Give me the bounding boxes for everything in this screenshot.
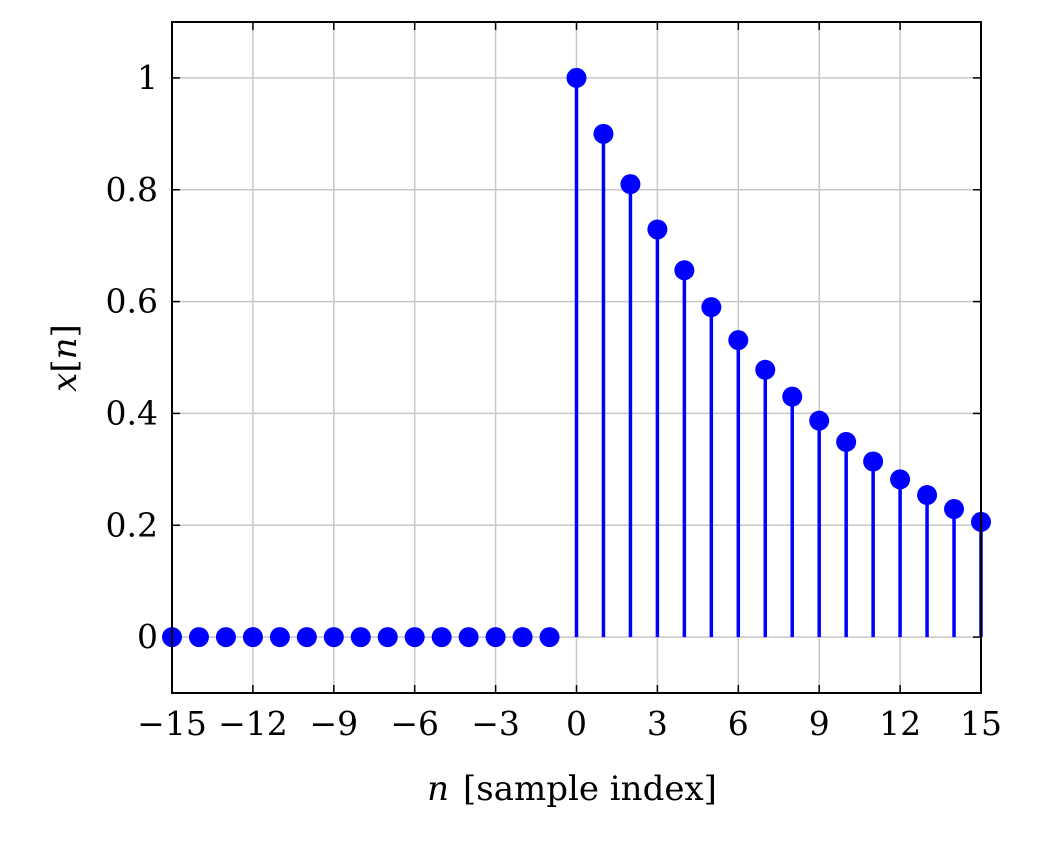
plot-frame <box>171 21 982 694</box>
x-tick-label: −15 <box>137 704 207 743</box>
stem-marker <box>269 627 290 648</box>
stem-marker <box>593 123 614 144</box>
stem-marker <box>188 627 209 648</box>
stem-marker <box>782 386 803 407</box>
stem-marker <box>458 627 479 648</box>
x-tick-label: 12 <box>879 704 921 743</box>
y-tick-label: 1 <box>137 58 158 97</box>
x-tick-label: −12 <box>218 704 288 743</box>
x-axis-label: n [sample index] <box>427 769 717 809</box>
stem-marker <box>674 260 695 281</box>
stem-marker <box>215 627 236 648</box>
x-tick-label: 0 <box>566 704 587 743</box>
x-tick-label: −3 <box>471 704 520 743</box>
x-tick-label: 3 <box>647 704 668 743</box>
x-tick-label: 15 <box>960 704 1002 743</box>
stem-series <box>162 67 991 648</box>
x-tick-label: 9 <box>809 704 830 743</box>
y-axis-label-var: x <box>45 373 85 392</box>
y-tick-label: 0 <box>137 617 158 656</box>
stem-marker <box>944 499 965 520</box>
stem-marker <box>539 627 560 648</box>
stem-marker <box>701 297 722 318</box>
stem-marker <box>809 410 830 431</box>
x-axis-label-text: [sample index] <box>463 769 717 809</box>
stem-marker <box>836 431 857 452</box>
stem-marker <box>323 627 344 648</box>
x-tick-label: −6 <box>390 704 439 743</box>
stem-marker <box>917 485 938 506</box>
stem-marker <box>647 219 668 240</box>
x-tick-label: 6 <box>728 704 749 743</box>
y-tick-label: 0.2 <box>106 505 158 544</box>
y-axis-label-bracket-close: ] <box>45 324 85 337</box>
stem-marker <box>863 451 884 472</box>
stem-marker <box>404 627 425 648</box>
x-axis-label-var: n <box>427 769 449 809</box>
y-tick-label: 0.6 <box>106 282 158 321</box>
stem-marker <box>755 359 776 380</box>
stem-marker <box>566 67 587 88</box>
y-axis-label-bracket-open: [ <box>45 359 85 372</box>
stem-marker <box>350 627 371 648</box>
stem-marker <box>620 174 641 195</box>
y-tick-labels: 0 0.2 0.4 0.6 0.8 1 <box>106 58 158 656</box>
stem-marker <box>890 469 911 490</box>
x-tick-labels: −15 −12 −9 −6 −3 0 3 6 9 12 15 <box>137 704 1002 743</box>
y-axis-label: x[n] <box>45 324 85 392</box>
stem-marker <box>377 627 398 648</box>
y-tick-label: 0.8 <box>106 170 158 209</box>
y-axis-label-index: n <box>45 337 85 359</box>
y-tick-label: 0.4 <box>106 393 158 432</box>
stem-marker <box>296 627 317 648</box>
stem-marker <box>512 627 533 648</box>
stem-marker <box>431 627 452 648</box>
x-tick-label: −9 <box>309 704 358 743</box>
stem-marker <box>242 627 263 648</box>
stem-marker <box>728 330 749 351</box>
stem-marker <box>485 627 506 648</box>
